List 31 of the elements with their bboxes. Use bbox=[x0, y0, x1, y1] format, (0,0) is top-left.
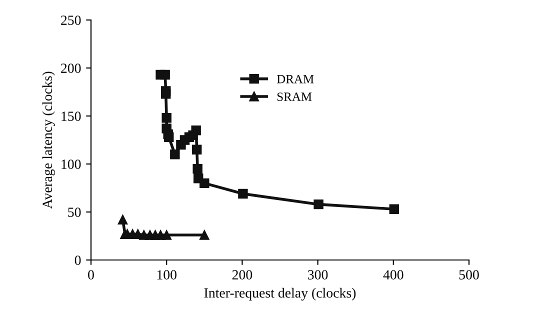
point bbox=[200, 178, 210, 188]
y-tick-label: 100 bbox=[62, 160, 81, 169]
y-tick-label: 200 bbox=[61, 64, 81, 73]
point bbox=[162, 113, 172, 123]
point bbox=[200, 230, 210, 240]
point bbox=[314, 199, 324, 210]
point bbox=[162, 230, 172, 240]
y-tick-label: 50 bbox=[68, 208, 81, 217]
point bbox=[170, 150, 180, 160]
point bbox=[118, 214, 128, 225]
y-tick-label: 0 bbox=[74, 256, 81, 265]
point bbox=[191, 126, 201, 136]
x-tick-label: 400 bbox=[383, 270, 404, 280]
point bbox=[160, 89, 171, 99]
legend-label: SRAM bbox=[277, 92, 312, 101]
point bbox=[164, 132, 174, 142]
x-tick-label: 0 bbox=[88, 270, 94, 280]
point bbox=[192, 144, 202, 154]
point bbox=[192, 164, 202, 174]
point bbox=[238, 188, 248, 199]
point bbox=[389, 204, 400, 214]
y-tick-label: 250 bbox=[61, 16, 81, 25]
legend-label: DRAM bbox=[276, 74, 314, 84]
point bbox=[160, 70, 170, 80]
x-tick-label: 500 bbox=[459, 270, 479, 280]
x-tick-label: 100 bbox=[157, 270, 176, 280]
x-tick-label: 200 bbox=[232, 270, 252, 280]
x-tick-label: 300 bbox=[308, 270, 328, 280]
y-axis-title: Average latency (clocks) bbox=[42, 72, 55, 209]
x-axis-title: Inter-request delay (clocks) bbox=[204, 288, 356, 301]
y-tick-label: 150 bbox=[62, 112, 81, 121]
